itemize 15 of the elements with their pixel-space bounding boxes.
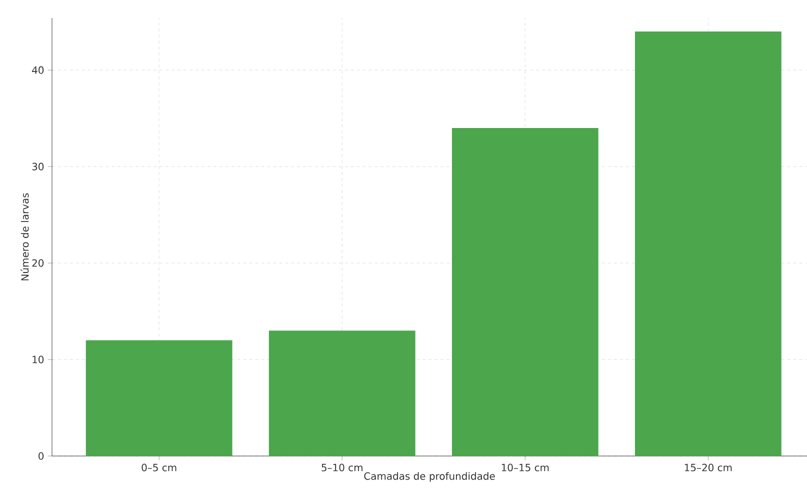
x-tick-label: 5–10 cm (322, 464, 362, 472)
bar (452, 128, 598, 456)
y-tick-label: 10 (32, 356, 44, 364)
x-axis-title: Camadas de profundidade (364, 472, 495, 482)
y-tick-label: 40 (32, 66, 44, 74)
bar (268, 330, 416, 456)
x-tick-label: 0–5 cm (142, 464, 176, 472)
y-tick-label: 20 (32, 259, 44, 267)
y-tick-label: 30 (32, 162, 44, 170)
bar (634, 31, 782, 456)
y-tick-label: 0 (38, 452, 44, 460)
x-tick-label: 10–15 cm (502, 464, 549, 472)
x-tick-label: 15–20 cm (684, 464, 732, 472)
y-axis-title: Número de larvas (20, 193, 29, 280)
bar (86, 340, 232, 456)
